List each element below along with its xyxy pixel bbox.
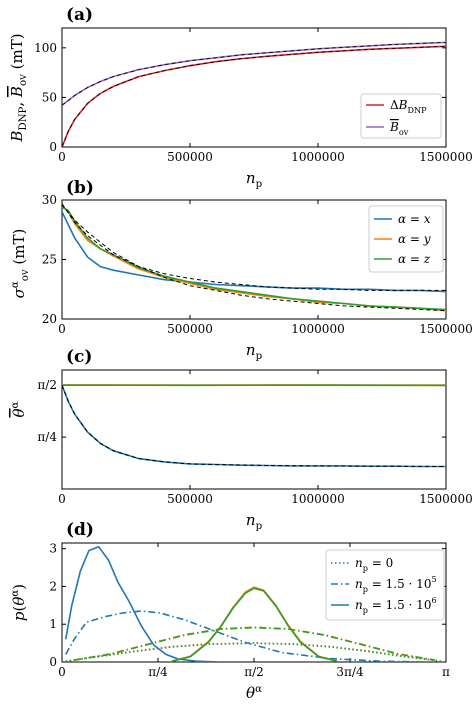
plot-area bbox=[62, 41, 446, 147]
x-tick-label: π bbox=[442, 665, 450, 679]
x-axis-label: np bbox=[246, 341, 263, 362]
y-tick-label: 2 bbox=[49, 579, 57, 593]
panel-1: 0 500000 1000000 1500000 0 50 100 (a) bbox=[34, 5, 473, 164]
x-tick-label: 0 bbox=[58, 322, 66, 336]
x-tick-label: 0 bbox=[58, 665, 66, 679]
y-tick-label: π/2 bbox=[37, 378, 57, 392]
fit-line bbox=[62, 203, 446, 291]
y-tick-label: 3 bbox=[49, 542, 57, 556]
series-line bbox=[65, 642, 442, 662]
x-tick-label: 1500000 bbox=[419, 150, 472, 164]
x-tick-label: 1000000 bbox=[291, 150, 344, 164]
y-axis-label: σαov (mT) bbox=[10, 229, 31, 299]
fit-line bbox=[62, 45, 446, 147]
plot-area bbox=[62, 384, 446, 468]
x-tick-label: 500000 bbox=[167, 492, 213, 506]
x-tick-label: π/4 bbox=[148, 665, 168, 679]
y-tick-label: π/4 bbox=[37, 430, 57, 444]
x-tick-label: 1000000 bbox=[291, 492, 344, 506]
y-tick-label: 20 bbox=[42, 312, 57, 326]
fit-line bbox=[62, 385, 446, 467]
series-line bbox=[65, 642, 441, 662]
panel-4: 0 π/4 π/2 3π/4 π 0 1 2 3 (d) bbox=[49, 520, 450, 679]
legend-d-label: np = 1.5 · 106 bbox=[355, 595, 437, 615]
series-line bbox=[171, 587, 338, 662]
series-line bbox=[74, 626, 435, 661]
x-axis-label: np bbox=[246, 169, 263, 190]
y-tick-label: 1 bbox=[49, 617, 57, 631]
x-tick-label: 500000 bbox=[167, 322, 213, 336]
legend-d bbox=[325, 549, 445, 621]
y-tick-label: 30 bbox=[42, 193, 57, 207]
x-tick-label: 0 bbox=[58, 150, 66, 164]
legend-b-label: α = x bbox=[398, 212, 431, 226]
y-axis-label: θα bbox=[10, 401, 28, 417]
y-tick-label: 50 bbox=[42, 90, 57, 104]
series-line bbox=[62, 206, 446, 311]
x-tick-label: 1500000 bbox=[419, 492, 472, 506]
fit-line bbox=[62, 42, 446, 106]
panel-label: (d) bbox=[66, 520, 94, 540]
y-tick-label: 25 bbox=[42, 253, 57, 267]
x-tick-label: 0 bbox=[58, 492, 66, 506]
fit-line bbox=[62, 204, 446, 312]
y-tick-label: 0 bbox=[49, 655, 57, 669]
plot-frame bbox=[61, 27, 447, 148]
legend-a-label-2: Bov bbox=[389, 120, 409, 137]
plot-frame bbox=[61, 369, 447, 490]
x-tick-label: 500000 bbox=[167, 150, 213, 164]
x-axis-label: np bbox=[246, 511, 263, 532]
y-tick-label: 100 bbox=[34, 41, 57, 55]
legend-b-label: α = y bbox=[398, 232, 431, 246]
panel-2: 0 500000 1000000 1500000 20 25 30 (b) bbox=[42, 178, 473, 336]
x-tick-label: 3π/4 bbox=[336, 665, 364, 679]
series-line bbox=[62, 384, 446, 468]
legend-b bbox=[368, 205, 444, 273]
x-tick-label: 1500000 bbox=[419, 322, 472, 336]
panel-label: (a) bbox=[66, 5, 93, 25]
y-tick-label: 0 bbox=[49, 140, 57, 154]
x-tick-label: 1000000 bbox=[291, 322, 344, 336]
y-axis-label: p(θα) bbox=[10, 584, 28, 621]
panel-label: (b) bbox=[66, 178, 94, 198]
legend-d-label: np = 0 bbox=[355, 556, 393, 573]
series-line bbox=[62, 211, 446, 293]
legend-a-label-1: ΔBDNP bbox=[390, 98, 427, 115]
panel-label: (c) bbox=[66, 347, 92, 367]
plot-area bbox=[64, 546, 442, 662]
legend-b-label: α = z bbox=[398, 252, 431, 266]
series-line bbox=[64, 546, 221, 662]
plot-area bbox=[62, 203, 446, 312]
x-axis-label: θα bbox=[246, 684, 262, 702]
y-axis-label: BDNP, Bov (mT) bbox=[8, 33, 29, 142]
legend-d-label: np = 1.5 · 105 bbox=[355, 574, 437, 594]
series-line bbox=[74, 626, 435, 661]
panel-3: 0 500000 1000000 1500000 π/4 π/2 (c) bbox=[37, 347, 472, 506]
x-tick-label: π/2 bbox=[244, 665, 264, 679]
